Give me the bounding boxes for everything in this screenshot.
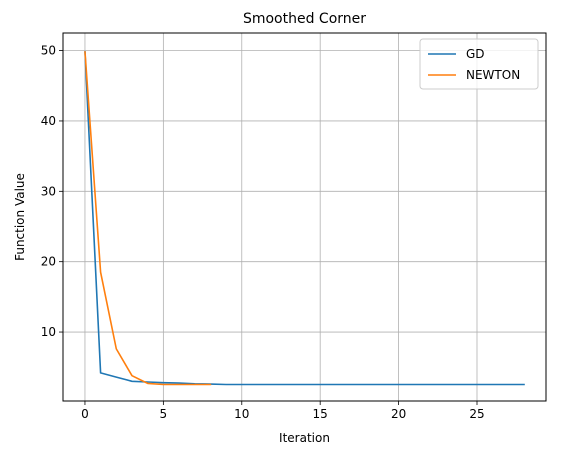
y-tick-label: 10 (41, 325, 56, 339)
y-tick-label: 30 (41, 184, 56, 198)
x-axis-label: Iteration (279, 431, 330, 445)
y-tick-label: 40 (41, 114, 56, 128)
series-line-gd (84, 51, 525, 386)
legend-label-newton: NEWTON (466, 68, 520, 82)
x-tick-label: 15 (313, 407, 328, 421)
axis-ticks: 0 5 10 15 20 25 10 20 30 40 50 (41, 44, 485, 421)
x-tick-label: 10 (234, 407, 249, 421)
series-line-newton (84, 51, 212, 386)
chart-title: Smoothed Corner (243, 11, 366, 27)
plot-frame (62, 32, 547, 402)
x-tick-label: 5 (160, 407, 168, 421)
grid-lines (63, 33, 546, 401)
legend: GD NEWTON (419, 38, 539, 90)
y-tick-label: 50 (41, 44, 56, 58)
x-tick-label: 20 (391, 407, 406, 421)
y-axis-label: Function Value (13, 173, 27, 261)
legend-box (419, 38, 539, 90)
y-tick-label: 20 (41, 255, 56, 269)
series-lines (84, 51, 525, 386)
legend-label-gd: GD (466, 47, 485, 61)
x-tick-label: 0 (81, 407, 89, 421)
x-tick-label: 25 (469, 407, 484, 421)
